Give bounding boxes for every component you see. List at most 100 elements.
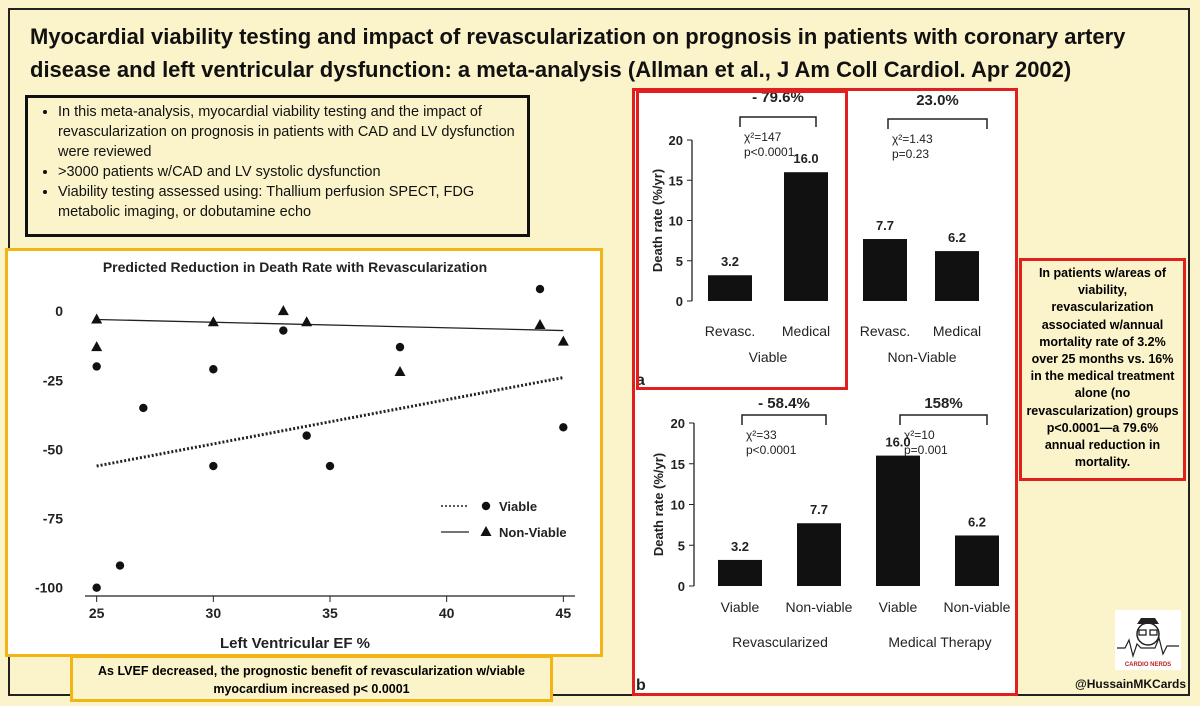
y-tick-label: 20 xyxy=(671,416,685,431)
bar xyxy=(784,172,828,301)
bar xyxy=(863,239,907,301)
nonviable-point xyxy=(557,335,569,346)
scatter-panel xyxy=(5,248,603,656)
x-tick-label: 25 xyxy=(89,605,105,621)
x-tick-label: 30 xyxy=(206,605,222,621)
viable-point xyxy=(115,561,125,570)
chi-square-label: χ²=10 xyxy=(904,428,935,442)
viable-trend-line xyxy=(96,376,564,468)
panel-letter: b xyxy=(636,677,646,690)
chi-square-label: χ²=147 xyxy=(744,130,782,144)
group-label: Revascularized xyxy=(732,634,828,650)
scatter-caption: As LVEF decreased, the prognostic benefi… xyxy=(70,655,553,702)
nonviable-point xyxy=(277,305,289,316)
bar-value-label: 7.7 xyxy=(810,502,828,517)
summary-box: In this meta-analysis, myocardial viabil… xyxy=(25,95,530,237)
category-label: Medical xyxy=(782,323,830,339)
y-axis-label: Death rate (%/yr) xyxy=(651,453,666,556)
summary-bullet: In this meta-analysis, myocardial viabil… xyxy=(58,102,517,162)
viable-point xyxy=(209,461,218,471)
nonviable-point xyxy=(207,316,219,327)
percent-change-label: - 58.4% xyxy=(758,395,810,412)
chi-square-label: χ²=33 xyxy=(746,428,777,442)
comparison-bracket xyxy=(887,118,988,129)
bar xyxy=(708,275,752,301)
group-label: Medical Therapy xyxy=(888,634,991,650)
viable-point xyxy=(395,342,405,352)
category-label: Revasc. xyxy=(860,323,911,339)
bar-value-label: 6.2 xyxy=(968,514,986,529)
p-value-label: p=0.001 xyxy=(904,443,948,457)
bar-panel-red-box xyxy=(632,88,1018,696)
y-tick-label: 5 xyxy=(678,538,685,553)
viable-point xyxy=(535,284,545,294)
bar xyxy=(935,251,979,301)
comparison-bracket xyxy=(739,116,817,127)
x-axis-label: Left Ventricular EF % xyxy=(220,635,370,652)
y-tick-label: 10 xyxy=(669,214,683,229)
nonviable-point xyxy=(91,341,103,352)
p-value-label: p<0.0001 xyxy=(746,443,797,457)
nonviable-point xyxy=(534,319,546,330)
chi-square-label: χ²=1.43 xyxy=(892,132,933,146)
y-tick-label: -25 xyxy=(43,372,63,388)
bar-chart-a: 0 5 10 15 20 Death rate (%/yr) 3.2 Revasc. 16.0 M… xyxy=(636,89,988,388)
category-label: Viable xyxy=(879,599,918,615)
bar-value-label: 16.0 xyxy=(885,435,910,450)
title-text: Myocardial viability testing and impact … xyxy=(30,24,1126,82)
percent-change-label: 23.0% xyxy=(916,92,959,109)
x-tick-label: 35 xyxy=(322,605,338,621)
caption-text: As LVEF decreased, the prognostic benefi… xyxy=(98,664,525,696)
x-tick-label: 45 xyxy=(556,605,572,621)
legend-viable-label: Viable xyxy=(499,499,537,514)
slide-title: Myocardial viability testing and impact … xyxy=(30,20,1180,86)
y-tick-label: 0 xyxy=(55,303,63,319)
panel-letter: a xyxy=(636,372,645,388)
summary-bullet: >3000 patients w/CAD and LV systolic dys… xyxy=(58,162,517,182)
scatter-chart: Predicted Reduction in Death Rate with R… xyxy=(35,259,575,652)
y-tick-label: 10 xyxy=(671,498,685,513)
percent-change-label: 158% xyxy=(924,395,962,412)
comparison-bracket xyxy=(741,414,827,425)
category-label: Medical xyxy=(933,323,981,339)
logo-icon: CARDIO NERDS xyxy=(1117,618,1179,668)
group-label: Non-Viable xyxy=(887,349,956,365)
viable-point xyxy=(92,583,101,592)
y-tick-label: 5 xyxy=(676,254,683,269)
summary-bullet: Viability testing assessed using: Thalli… xyxy=(58,182,517,222)
y-tick-label: -100 xyxy=(35,580,63,596)
legend-nonviable-marker xyxy=(480,526,492,536)
viable-point xyxy=(302,431,311,440)
y-tick-label: 0 xyxy=(678,579,685,594)
nonviable-point xyxy=(91,313,103,324)
category-label: Non-viable xyxy=(786,599,853,615)
bar-value-label: 7.7 xyxy=(876,218,894,233)
bar-value-label: 16.0 xyxy=(793,151,818,166)
scatter-title: Predicted Reduction in Death Rate with R… xyxy=(103,259,487,275)
cardionerds-logo: CARDIO NERDS xyxy=(1115,610,1181,670)
viable-point xyxy=(209,365,218,374)
comparison-bracket xyxy=(899,414,988,425)
bar xyxy=(797,523,841,586)
bar-value-label: 6.2 xyxy=(948,230,966,245)
bar-value-label: 3.2 xyxy=(731,539,749,554)
y-axis-label: Death rate (%/yr) xyxy=(650,169,665,272)
viable-point xyxy=(279,326,288,335)
y-tick-label: -75 xyxy=(43,511,63,527)
bar xyxy=(718,559,762,586)
y-tick-label: 20 xyxy=(669,133,683,148)
bar xyxy=(955,535,999,586)
viable-point xyxy=(559,423,568,432)
legend-nonviable-label: Non-Viable xyxy=(499,525,567,540)
side-note-text: In patients w/areas of viability, revasc… xyxy=(1026,266,1179,470)
category-label: Viable xyxy=(721,599,760,615)
y-tick-label: 15 xyxy=(671,457,685,472)
viable-point xyxy=(139,403,148,413)
nonviable-point xyxy=(394,366,406,377)
category-label: Revasc. xyxy=(705,323,756,339)
y-tick-label: -50 xyxy=(43,441,63,457)
x-tick-label: 40 xyxy=(439,605,455,621)
bar-value-label: 3.2 xyxy=(721,254,739,269)
legend-viable-marker xyxy=(481,501,491,511)
viable-highlight-box xyxy=(636,90,848,390)
